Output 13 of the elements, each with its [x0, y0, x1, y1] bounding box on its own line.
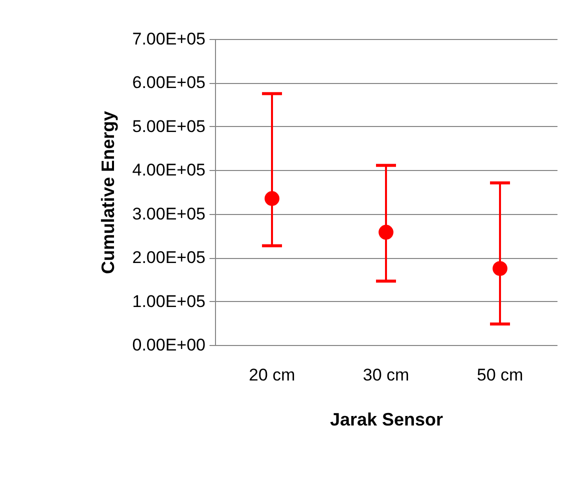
y-tick-label: 2.00E+05 [132, 248, 206, 268]
x-tick-label: 30 cm [362, 366, 410, 384]
y-axis-title: Cumulative Energy [98, 110, 118, 274]
y-tick-label: 7.00E+05 [132, 30, 206, 48]
x-tick-label: 20 cm [248, 366, 296, 384]
y-tick-label: 1.00E+05 [132, 292, 206, 311]
y-tick-label: 4.00E+05 [132, 160, 206, 180]
x-tick-label: 50 cm [476, 366, 524, 384]
y-tick-label: 0.00E+00 [132, 336, 206, 354]
y-tick-label: 6.00E+05 [132, 73, 206, 92]
y-tick-label: 3.00E+05 [132, 204, 206, 224]
x-axis-title: Jarak Sensor [330, 410, 444, 430]
y-tick-label: 5.00E+05 [132, 116, 206, 136]
